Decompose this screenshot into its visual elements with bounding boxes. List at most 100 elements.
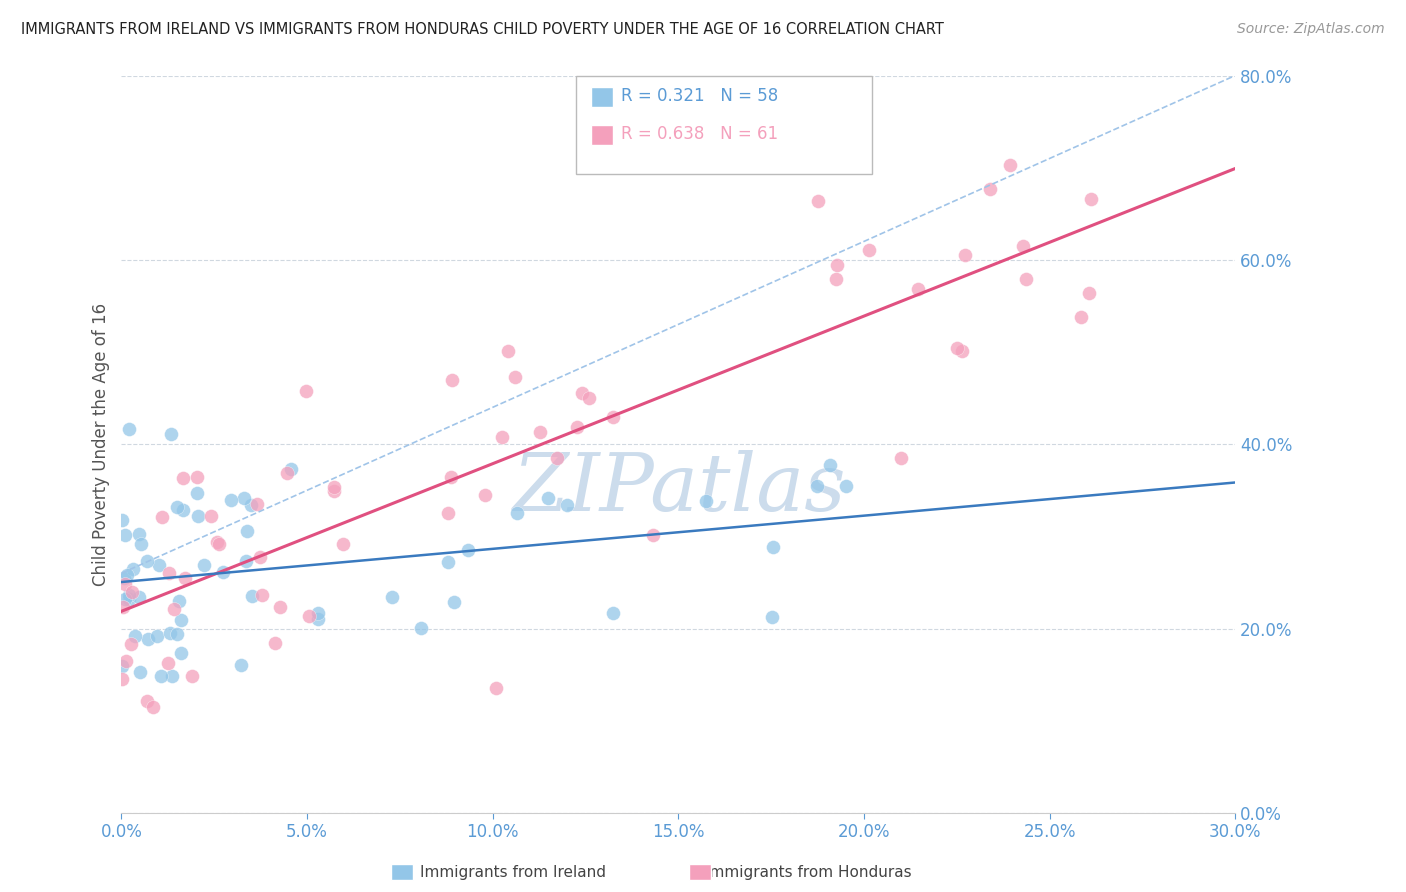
Point <box>762 540 785 554</box>
Point <box>136 694 159 708</box>
Text: Immigrants from Ireland: Immigrants from Ireland <box>420 865 606 880</box>
Point <box>602 606 624 620</box>
Point <box>111 672 134 686</box>
Point <box>157 566 180 581</box>
Point <box>249 549 271 564</box>
Point <box>186 485 208 500</box>
Point <box>150 509 173 524</box>
Point <box>807 194 830 209</box>
Point <box>1015 272 1038 286</box>
Point <box>263 635 285 649</box>
Point <box>695 494 717 508</box>
Point <box>117 568 139 582</box>
Point <box>186 469 208 483</box>
Point <box>157 656 180 670</box>
Text: R = 0.638   N = 61: R = 0.638 N = 61 <box>621 125 779 143</box>
Point <box>443 595 465 609</box>
Point <box>122 562 145 576</box>
Point <box>322 480 344 494</box>
Point <box>166 626 188 640</box>
Point <box>641 528 664 542</box>
Point <box>381 590 404 604</box>
Point <box>1012 239 1035 253</box>
Point <box>437 507 460 521</box>
Point <box>457 543 479 558</box>
Point <box>1080 192 1102 206</box>
Point <box>124 629 146 643</box>
Point <box>307 607 329 621</box>
Point <box>142 700 165 714</box>
Point <box>172 471 194 485</box>
Point <box>546 450 568 465</box>
Point <box>276 466 298 480</box>
Point <box>112 571 135 585</box>
Point <box>825 258 848 272</box>
Point <box>111 513 134 527</box>
Point <box>436 555 458 569</box>
Point <box>529 425 551 439</box>
Point <box>567 419 589 434</box>
Point <box>174 571 197 585</box>
Point <box>159 625 181 640</box>
Point <box>246 497 269 511</box>
Point <box>136 632 159 647</box>
Point <box>128 526 150 541</box>
Point <box>496 343 519 358</box>
Point <box>409 621 432 635</box>
Point <box>825 272 848 286</box>
Point <box>269 599 291 614</box>
Point <box>503 369 526 384</box>
Point <box>169 594 191 608</box>
Text: Source: ZipAtlas.com: Source: ZipAtlas.com <box>1237 22 1385 37</box>
Point <box>907 282 929 296</box>
Y-axis label: Child Poverty Under the Age of 16: Child Poverty Under the Age of 16 <box>93 302 110 586</box>
Point <box>294 384 316 398</box>
Point <box>180 668 202 682</box>
Point <box>128 590 150 604</box>
Point <box>149 669 172 683</box>
Point <box>219 493 242 508</box>
Point <box>571 386 593 401</box>
Point <box>1077 286 1099 301</box>
Point <box>131 537 153 551</box>
Point <box>160 427 183 442</box>
Point <box>322 484 344 499</box>
Point <box>160 669 183 683</box>
Point <box>537 491 560 505</box>
Point <box>806 479 828 493</box>
Point <box>240 498 263 512</box>
Point <box>439 470 461 484</box>
Point <box>298 608 321 623</box>
Point <box>111 658 134 673</box>
Point <box>485 681 508 696</box>
Point <box>1000 158 1022 172</box>
Point <box>166 500 188 514</box>
Point <box>280 462 302 476</box>
Text: IMMIGRANTS FROM IRELAND VS IMMIGRANTS FROM HONDURAS CHILD POVERTY UNDER THE AGE : IMMIGRANTS FROM IRELAND VS IMMIGRANTS FR… <box>21 22 943 37</box>
Point <box>602 410 624 425</box>
Point <box>953 248 976 262</box>
Point <box>441 373 464 387</box>
Text: R = 0.321   N = 58: R = 0.321 N = 58 <box>621 87 779 105</box>
Point <box>818 458 841 472</box>
Point <box>240 590 263 604</box>
Point <box>193 558 215 573</box>
Point <box>148 558 170 572</box>
Point <box>491 430 513 444</box>
Point <box>250 588 273 602</box>
Point <box>555 498 578 512</box>
Point <box>835 479 858 493</box>
Point <box>233 491 256 506</box>
Point <box>145 629 167 643</box>
Point <box>979 181 1001 195</box>
Point <box>187 508 209 523</box>
Point <box>1070 310 1092 324</box>
Point <box>162 602 184 616</box>
Point <box>950 344 973 359</box>
Point <box>208 536 231 550</box>
Point <box>236 524 259 539</box>
Point <box>858 243 880 257</box>
Point <box>170 646 193 660</box>
Point <box>307 612 329 626</box>
Point <box>114 592 136 607</box>
